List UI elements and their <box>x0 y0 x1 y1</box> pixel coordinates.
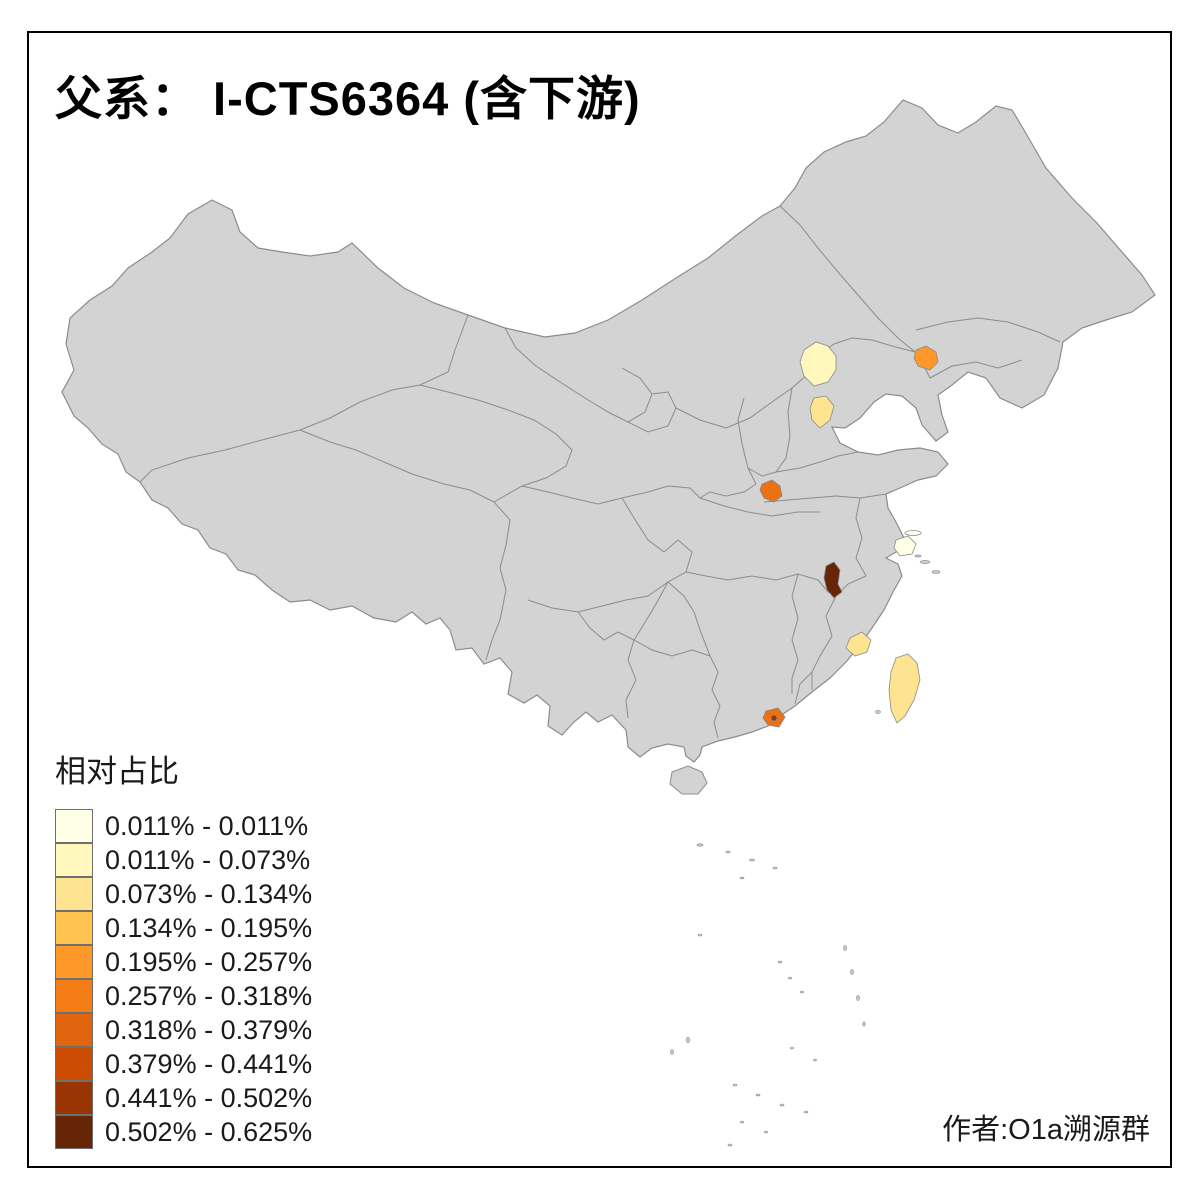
islet <box>779 1103 785 1107</box>
legend-swatch <box>55 1081 93 1115</box>
islet <box>850 969 854 975</box>
legend-item: 0.011% - 0.073% <box>55 843 312 877</box>
islet <box>788 976 792 980</box>
islet <box>732 1083 738 1087</box>
islet <box>696 843 704 847</box>
islet <box>725 850 731 854</box>
legend-item: 0.379% - 0.441% <box>55 1047 312 1081</box>
legend-item: 0.011% - 0.011% <box>55 809 312 843</box>
region-shanghai <box>893 535 917 557</box>
islet <box>685 1036 691 1044</box>
legend-items: 0.011% - 0.011% 0.011% - 0.073% 0.073% -… <box>55 809 312 1149</box>
region-taiwan <box>888 653 921 724</box>
region-tianjin <box>809 395 835 429</box>
region-beijing <box>799 341 837 387</box>
islet <box>919 560 931 564</box>
legend-label: 0.318% - 0.379% <box>105 1014 313 1045</box>
islet <box>777 960 783 964</box>
legend-item: 0.257% - 0.318% <box>55 979 312 1013</box>
legend-swatch <box>55 1115 93 1149</box>
islet <box>790 1046 794 1050</box>
islet <box>697 933 703 937</box>
legend-swatch <box>55 945 93 979</box>
region-chongming-islet <box>904 530 922 536</box>
legend-item: 0.073% - 0.134% <box>55 877 312 911</box>
hainan-island <box>669 765 708 795</box>
legend-swatch <box>55 843 93 877</box>
legend-label: 0.441% - 0.502% <box>105 1082 313 1113</box>
legend-item: 0.441% - 0.502% <box>55 1081 312 1115</box>
region-fujian-coast-spot <box>845 631 872 657</box>
sea-islands <box>670 554 941 1147</box>
legend-swatch <box>55 877 93 911</box>
legend-label: 0.257% - 0.318% <box>105 980 313 1011</box>
legend-label: 0.195% - 0.257% <box>105 946 313 977</box>
legend-label: 0.011% - 0.073% <box>105 844 311 875</box>
islet <box>914 554 922 558</box>
map-land <box>61 99 1156 1147</box>
legend-title: 相对占比 <box>55 754 179 789</box>
legend-swatch <box>55 979 93 1013</box>
legend-swatch <box>55 809 93 843</box>
islet <box>875 710 881 714</box>
islet <box>813 1058 817 1062</box>
legend-label: 0.502% - 0.625% <box>105 1116 313 1147</box>
region-central-henan-spot <box>759 479 783 503</box>
mainland-china <box>61 99 1156 763</box>
islet <box>727 1143 733 1147</box>
islet <box>749 858 755 862</box>
legend-swatch <box>55 911 93 945</box>
islet <box>803 1110 809 1114</box>
legend-swatch <box>55 1013 93 1047</box>
islet <box>800 990 804 994</box>
region-pearl-delta-dot <box>770 714 778 722</box>
credit: 作者:O1a溯源群 <box>942 1114 1150 1146</box>
legend-label: 0.011% - 0.011% <box>105 810 309 841</box>
page-title: 父系： I-CTS6364 (含下游) <box>55 72 641 125</box>
islet <box>755 1093 761 1097</box>
islet <box>931 570 941 574</box>
legend-item: 0.134% - 0.195% <box>55 911 312 945</box>
legend-swatch <box>55 1047 93 1081</box>
islet <box>764 1130 768 1134</box>
region-south-anhui-spot <box>823 561 843 599</box>
islet <box>843 945 847 951</box>
islet <box>856 995 860 1001</box>
islet <box>739 876 745 880</box>
islet <box>772 866 778 870</box>
region-liaoning-spot <box>913 345 939 371</box>
islet <box>740 1120 744 1124</box>
legend-item: 0.195% - 0.257% <box>55 945 312 979</box>
legend-item: 0.318% - 0.379% <box>55 1013 312 1047</box>
legend-item: 0.502% - 0.625% <box>55 1115 312 1149</box>
islet <box>670 1049 674 1055</box>
legend-label: 0.379% - 0.441% <box>105 1048 313 1079</box>
legend-label: 0.134% - 0.195% <box>105 912 313 943</box>
highlighted-regions <box>759 341 939 728</box>
legend: 相对占比 0.011% - 0.011% 0.011% - 0.073% 0.0… <box>55 746 312 1149</box>
islet <box>862 1021 866 1027</box>
legend-label: 0.073% - 0.134% <box>105 878 313 909</box>
